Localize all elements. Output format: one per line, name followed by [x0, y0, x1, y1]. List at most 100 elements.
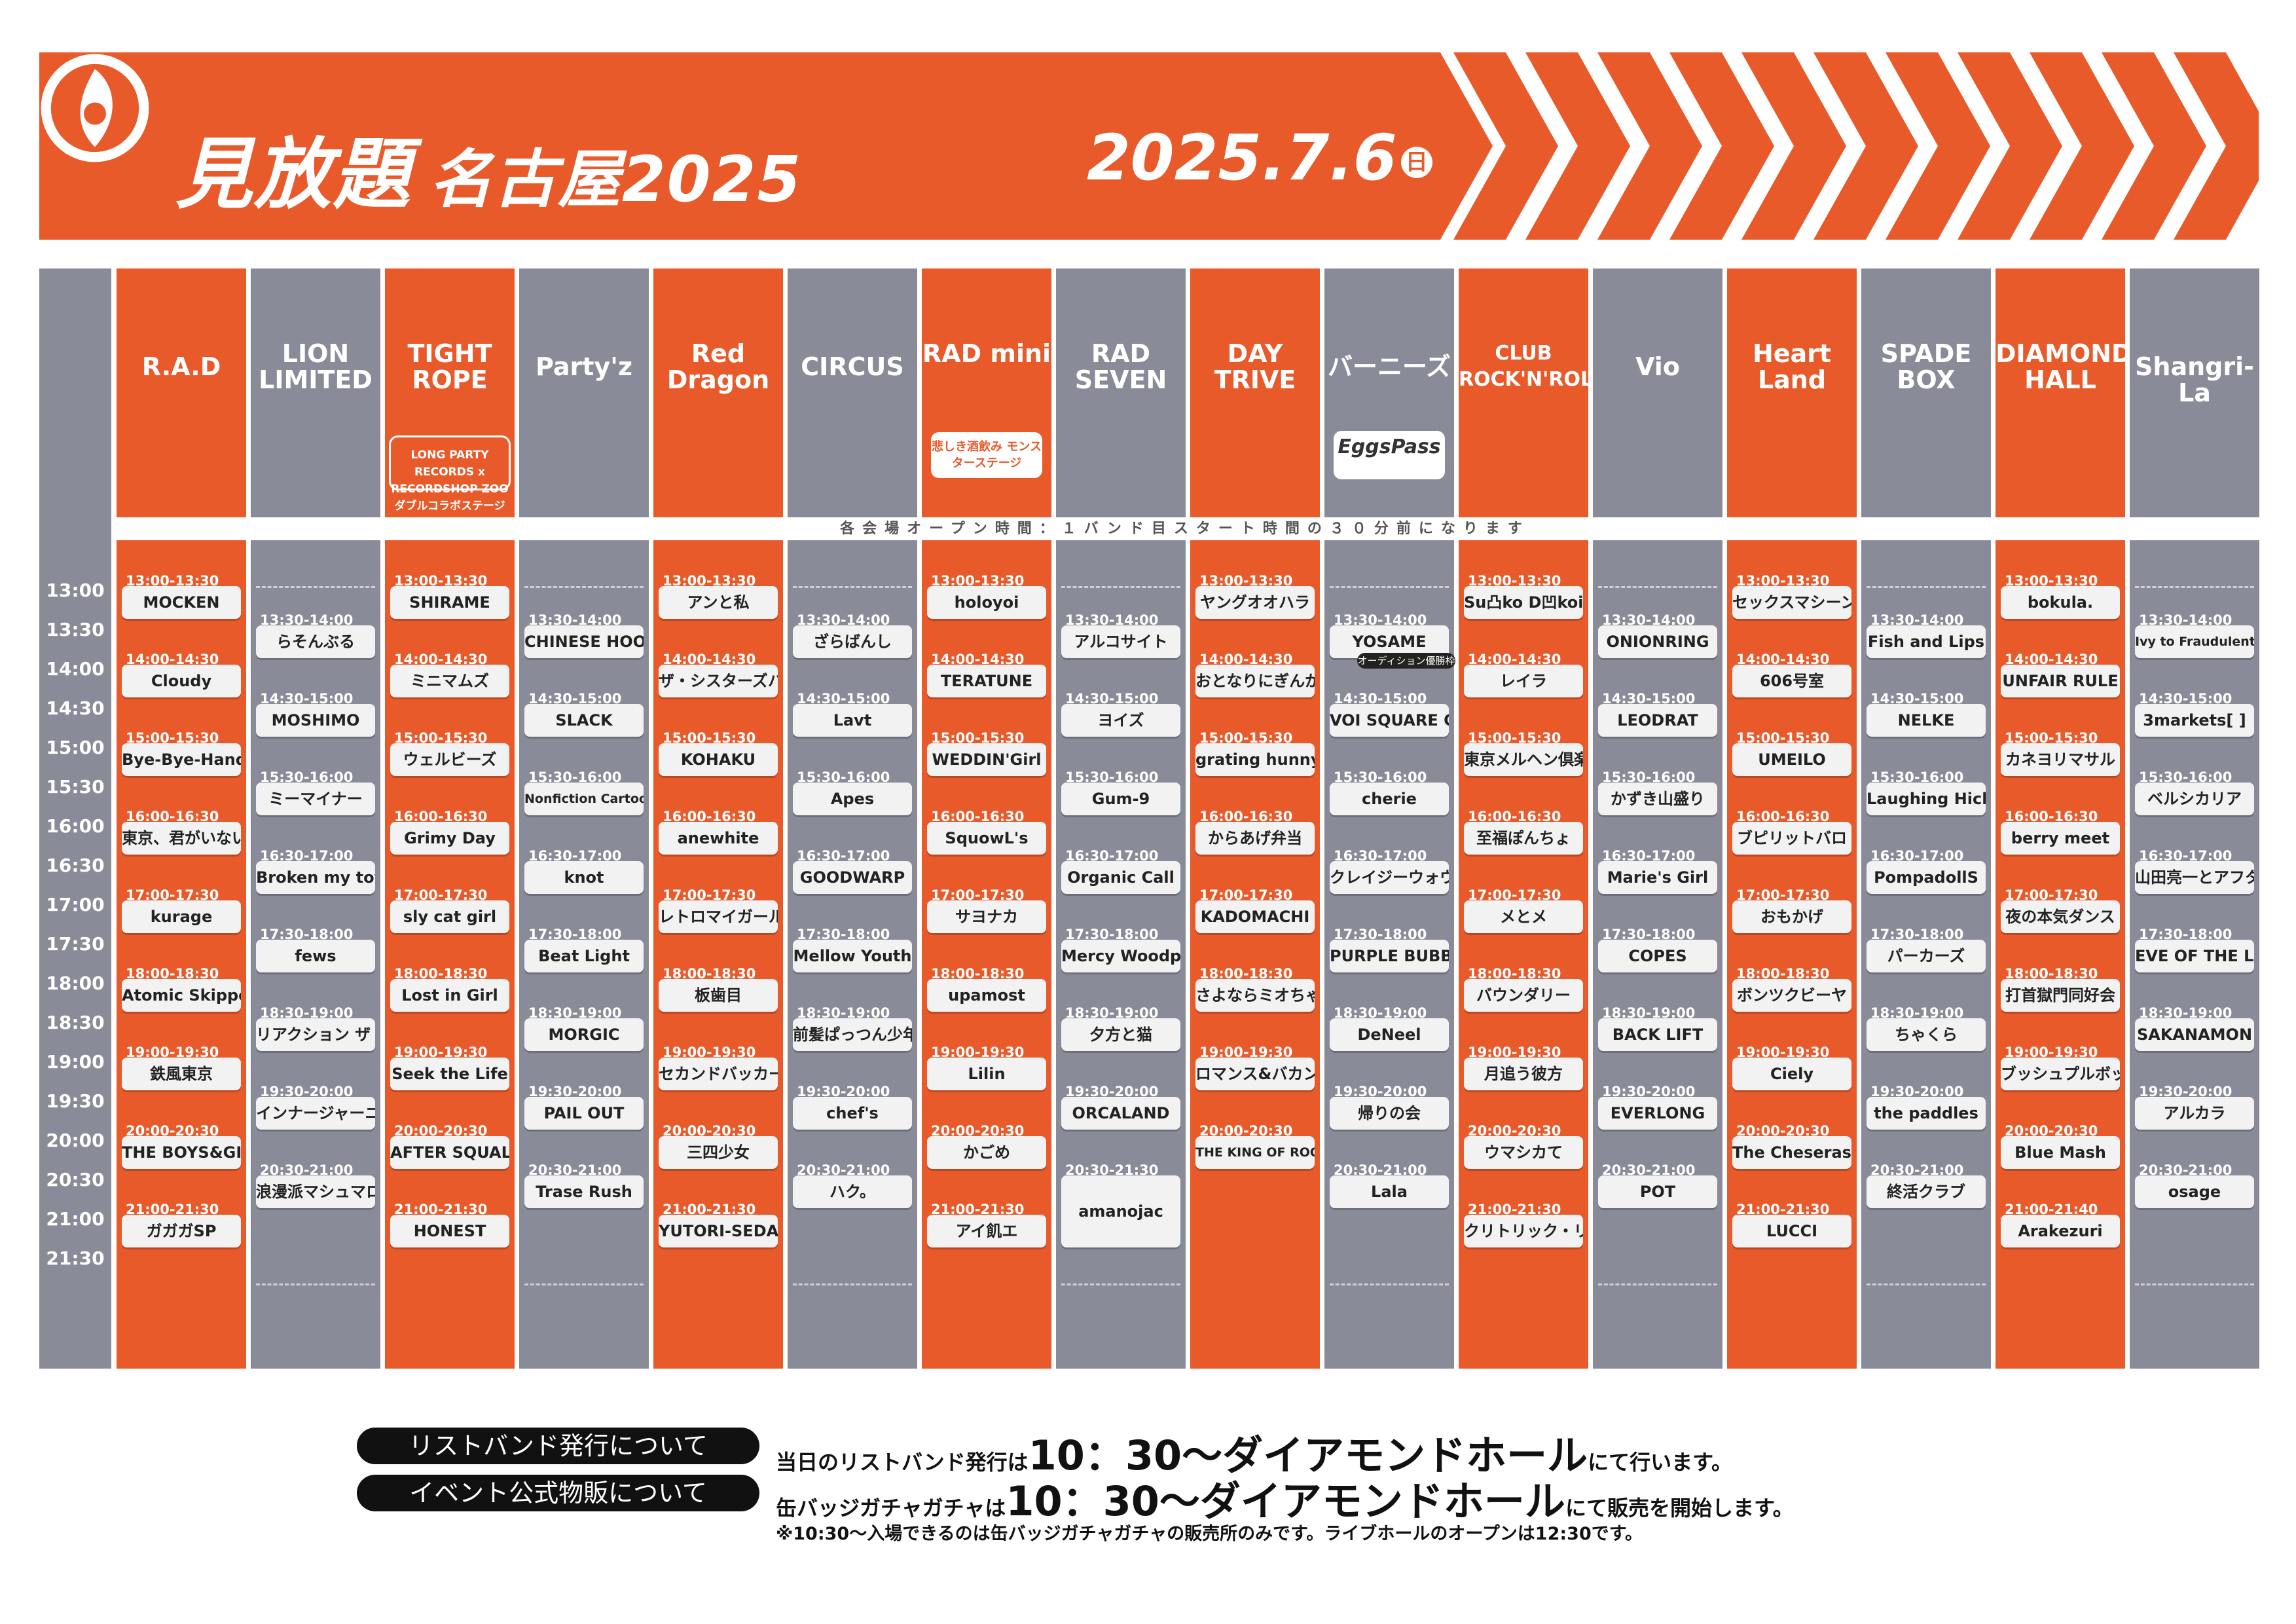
- band-name: EVE OF THE LAIN: [2135, 940, 2254, 972]
- divider: [1598, 586, 1717, 588]
- venue-column-1: LION LIMITED 13:30-14:00 らそんぶる 14:30-15:00 M…: [251, 268, 380, 1369]
- band-name: Seek the Life: [390, 1058, 509, 1090]
- band-name: Laughing Hick: [1867, 783, 1986, 815]
- goods-label: イベント公式物販について: [357, 1475, 759, 1511]
- venue-body: 13:30-14:00 ざらばんし 14:30-15:00 Lavt 15:30-16:…: [788, 540, 917, 1369]
- band-name: 帰りの会: [1330, 1097, 1449, 1130]
- venue-column-8: DAY TRIVE 13:00-13:30 ヤングオオハラ 14:00-14:30 おと…: [1190, 268, 1320, 1369]
- venue-header: R.A.D: [117, 268, 246, 517]
- band-name: Apes: [793, 783, 912, 815]
- band-name: リアクション ザ ブッタ: [256, 1018, 375, 1051]
- venue-header: TIGHT ROPE LONG PARTY RECORDS x RECORDSHO…: [385, 268, 515, 517]
- timetable: 13:00 13:30 14:00 14:30 15:00 15:30 16:00 16:30…: [39, 268, 2259, 1369]
- band-name: Beat Light: [524, 940, 644, 972]
- band-name: Arakezuri: [2001, 1215, 2120, 1247]
- divider: [2135, 586, 2254, 588]
- band-name: DeNeel: [1330, 1018, 1449, 1051]
- time-label: 21:00: [46, 1208, 105, 1230]
- band-name: Su凸ko D凹koi: [1464, 586, 1583, 619]
- band-name: メとメ: [1464, 900, 1583, 933]
- venue-body: 13:30-14:00 ONIONRING 14:30-15:00 LEODRAT 15…: [1593, 540, 1722, 1369]
- band-name: 山田亮一とアフターソウル: [2135, 861, 2254, 894]
- band-name: SHIRAME: [390, 586, 509, 619]
- time-label: 16:30: [46, 855, 105, 876]
- venue-column-2: TIGHT ROPE LONG PARTY RECORDS x RECORDSHO…: [385, 268, 515, 1369]
- venue-body: 13:30-14:00 アルコサイト 14:30-15:00 ヨイズ 15:30-16:…: [1056, 540, 1186, 1369]
- venue-header: RAD SEVEN: [1056, 268, 1186, 517]
- band-name: WEDDIN'Girl: [927, 743, 1046, 776]
- band-name: ブピリットバロ: [1732, 822, 1851, 855]
- divider: [1867, 586, 1986, 588]
- venue-name: RAD SEVEN: [1074, 339, 1167, 394]
- band-name: ベルシカリア: [2135, 783, 2254, 815]
- flame-logo-icon: [41, 54, 149, 162]
- band-name: HONEST: [390, 1215, 509, 1247]
- venue-header: CIRCUS: [788, 268, 917, 517]
- divider: [256, 1283, 375, 1285]
- entry-note: ※10:30～入場できるのは缶バッジガチャガチャの販売所のみです。ライブホールの…: [776, 1524, 1643, 1544]
- time-label: 18:00: [46, 972, 105, 994]
- band-name: ロマンス&バカンス: [1195, 1058, 1315, 1090]
- divider: [1061, 1283, 1180, 1285]
- band-name: ONIONRING: [1598, 625, 1717, 658]
- band-name: 夜の本気ダンス: [2001, 900, 2120, 933]
- band-name: レトロマイガール！！: [659, 900, 778, 933]
- banner-background: [39, 52, 2259, 240]
- divider: [1330, 1283, 1449, 1285]
- venue-body: 13:30-14:00 YOSAME オーディション優勝枠 14:30-15:00 VO…: [1324, 540, 1455, 1369]
- venue-column-4: Red Dragon 13:00-13:30 アンと私 14:00-14:30 ザ・シス…: [653, 268, 783, 1369]
- band-name: 夕方と猫: [1061, 1018, 1180, 1051]
- event-subtitle: 名古屋2025: [429, 143, 803, 216]
- band-name: kurage: [122, 900, 241, 933]
- band-name: POT: [1598, 1175, 1717, 1208]
- divider: [2135, 1283, 2254, 1285]
- band-name: YOSAME: [1330, 625, 1449, 658]
- divider: [1061, 586, 1180, 588]
- band-name: アルコサイト: [1061, 625, 1180, 658]
- band-name: the paddles: [1867, 1097, 1986, 1130]
- band-name: MOSHIMO: [256, 704, 375, 737]
- divider: [524, 586, 644, 588]
- band-name: ザ・シスターズハイ: [659, 665, 778, 697]
- venue-column-9: バーニーズ EggsPass 13:30-14:00 YOSAME オーディション優勝枠…: [1324, 268, 1455, 1369]
- band-name: Gum-9: [1061, 783, 1180, 815]
- venue-body: 13:30-14:00 らそんぶる 14:30-15:00 MOSHIMO 15:30-…: [251, 540, 380, 1369]
- band-name: THE BOYS&GIRLS: [122, 1136, 241, 1169]
- time-label: 13:00: [46, 580, 105, 601]
- band-name: chef's: [793, 1097, 912, 1130]
- time-label: 15:00: [46, 737, 105, 758]
- venue-name: Heart Land: [1752, 339, 1832, 394]
- band-name: Lost in Girl: [390, 979, 509, 1012]
- venue-header: Shangri-La: [2130, 268, 2259, 517]
- band-name: anewhite: [659, 822, 778, 855]
- venue-sub-label: LONG PARTY RECORDS x RECORDSHOP ZOO ダブルコ…: [389, 435, 511, 513]
- event-date: 2025.7.6 日: [1087, 121, 1432, 194]
- event-title: 見放題 名古屋2025: [175, 129, 803, 219]
- venue-body: 13:00-13:30 holoyoi 14:00-14:30 TERATUNE 15:…: [922, 540, 1051, 1369]
- venue-body: 13:00-13:30セックスマシーン！！14:00-14:30606号室15:…: [1727, 540, 1857, 1369]
- band-name: ちゃくら: [1867, 1018, 1986, 1051]
- wristband-text: 当日のリストバンド発行は10：30～ダイアモンドホールにて行います。: [776, 1431, 1732, 1479]
- band-name: Lavt: [793, 704, 912, 737]
- divider: [793, 586, 912, 588]
- band-name: VOI SQUARE CAT: [1330, 704, 1449, 737]
- band-name: らそんぶる: [256, 625, 375, 658]
- band-name: AFTER SQUALL: [390, 1136, 509, 1169]
- band-name: Mercy Woodpecker: [1061, 940, 1180, 972]
- time-label: 19:00: [46, 1051, 105, 1073]
- band-name: アルカラ: [2135, 1097, 2254, 1130]
- open-time-notice: 各会場オープン時間：１バンド目スタート時間の３０分前になります: [840, 521, 1530, 537]
- time-label: 13:30: [46, 619, 105, 640]
- band-name: サヨナカ: [927, 900, 1046, 933]
- band-name: UMEILO: [1732, 743, 1851, 776]
- venue-name: R.A.D: [141, 352, 221, 381]
- divider: [1330, 586, 1449, 588]
- band-name: 606号室: [1732, 665, 1851, 697]
- time-label: 17:00: [46, 894, 105, 915]
- band-name: MORGIC: [524, 1018, 644, 1051]
- divider: [524, 1283, 644, 1285]
- band-name: ヤングオオハラ: [1195, 586, 1315, 619]
